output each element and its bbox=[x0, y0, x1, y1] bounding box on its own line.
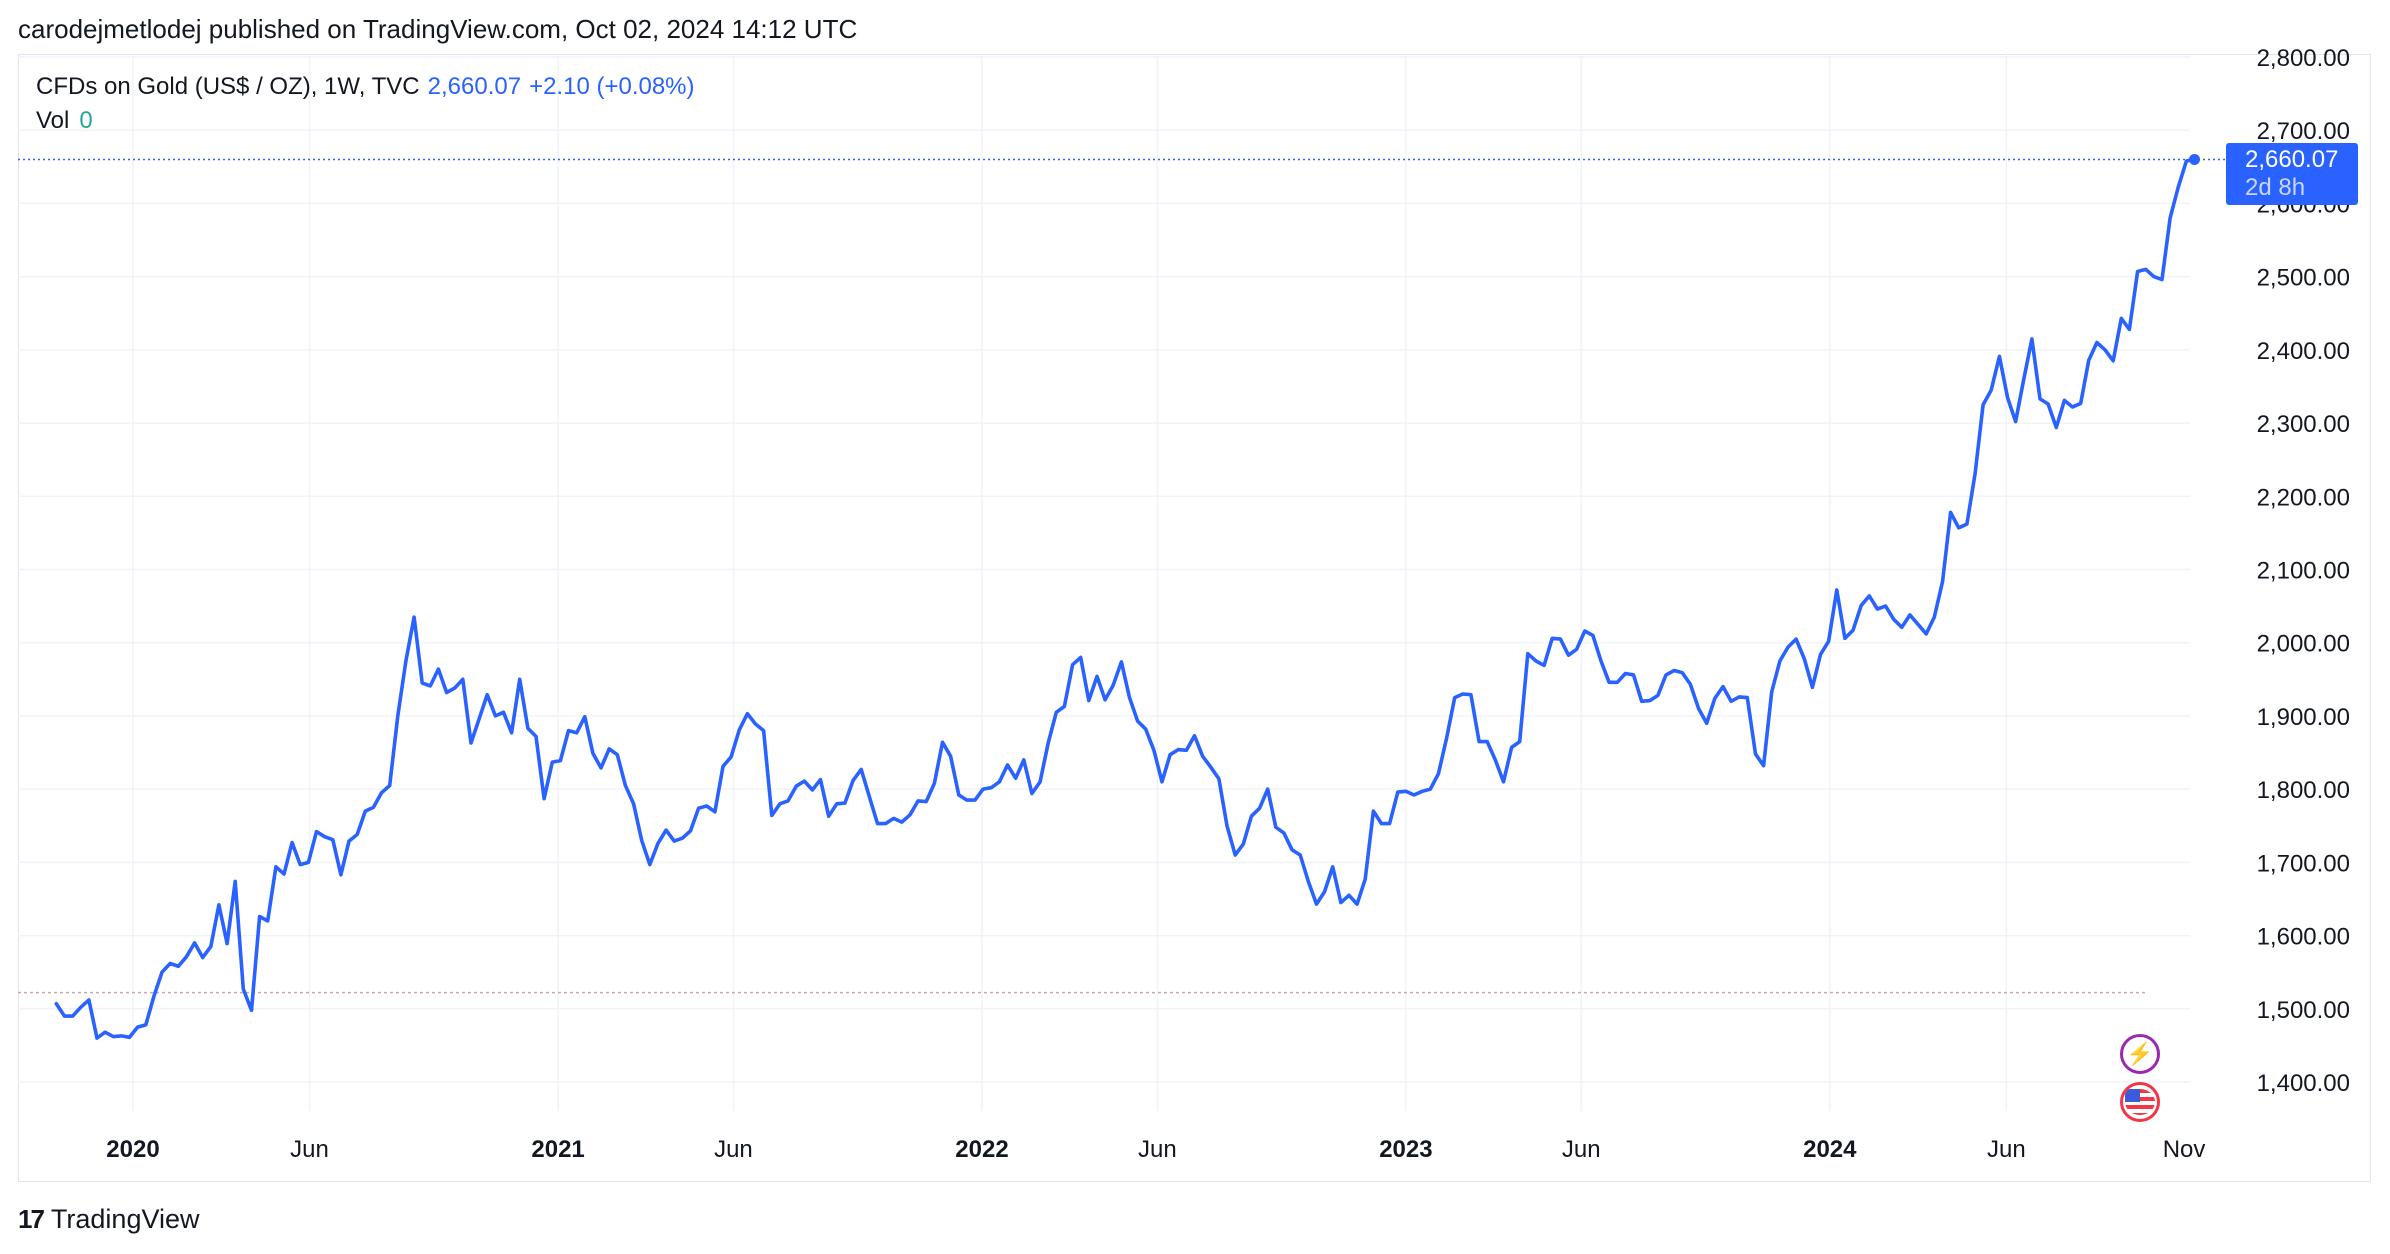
lightning-icon[interactable]: ⚡ bbox=[2120, 1034, 2160, 1074]
price-series-line bbox=[54, 157, 2197, 1040]
x-tick-label: 2024 bbox=[1803, 1136, 1857, 1163]
y-tick-label: 1,400.00 bbox=[2257, 1070, 2350, 1097]
badge-countdown: 2d 8h bbox=[2245, 174, 2306, 201]
chart-grid bbox=[18, 54, 2190, 1111]
x-tick-label: 2023 bbox=[1379, 1136, 1432, 1163]
legend-volume-row[interactable]: Vol 0 bbox=[36, 104, 695, 138]
y-tick-label: 2,800.00 bbox=[2257, 45, 2350, 72]
y-tick-label: 2,000.00 bbox=[2257, 631, 2350, 658]
x-tick-label: Jun bbox=[714, 1136, 753, 1163]
x-tick-label: Nov bbox=[2163, 1136, 2206, 1163]
chart-frame bbox=[18, 54, 2371, 1182]
x-tick-label: Jun bbox=[1138, 1136, 1177, 1163]
legend-symbol-row[interactable]: CFDs on Gold (US$ / OZ), 1W, TVC 2,660.07… bbox=[36, 70, 695, 104]
x-tick-label: Jun bbox=[1987, 1136, 2026, 1163]
x-tick-label: 2020 bbox=[106, 1136, 159, 1163]
y-tick-label: 1,800.00 bbox=[2257, 777, 2350, 804]
tradingview-logo-icon: 17 bbox=[18, 1204, 45, 1234]
chart-legend: CFDs on Gold (US$ / OZ), 1W, TVC 2,660.07… bbox=[36, 70, 695, 138]
time-axis: 2020 Jun 2021 Jun 2022 Jun 2023 Jun 2024 Jun Nov bbox=[106, 1136, 2205, 1163]
last-price-marker bbox=[2188, 153, 2200, 165]
y-tick-label: 1,700.00 bbox=[2257, 850, 2350, 877]
tradingview-brand[interactable]: 17 TradingView bbox=[18, 1204, 200, 1235]
legend-vol-value: 0 bbox=[79, 107, 93, 134]
y-tick-label: 1,600.00 bbox=[2257, 924, 2350, 951]
us-flag-icon[interactable] bbox=[2120, 1082, 2160, 1122]
x-tick-label: 2021 bbox=[531, 1136, 584, 1163]
y-tick-label: 2,400.00 bbox=[2257, 338, 2350, 365]
y-tick-label: 2,300.00 bbox=[2257, 411, 2350, 438]
x-tick-label: Jun bbox=[1562, 1136, 1601, 1163]
y-tick-label: 1,900.00 bbox=[2257, 704, 2350, 731]
published-header: carodejmetlodej published on TradingView… bbox=[18, 14, 858, 44]
x-tick-label: Jun bbox=[290, 1136, 329, 1163]
y-tick-label: 2,100.00 bbox=[2257, 558, 2350, 585]
y-tick-label: 2,500.00 bbox=[2257, 265, 2350, 292]
legend-vol-label: Vol bbox=[36, 107, 70, 134]
badge-price: 2,660.07 bbox=[2245, 146, 2339, 173]
legend-last-price: 2,660.07 bbox=[427, 73, 522, 100]
brand-name: TradingView bbox=[50, 1204, 200, 1234]
y-tick-label: 1,500.00 bbox=[2257, 997, 2350, 1024]
y-tick-label: 2,700.00 bbox=[2257, 118, 2350, 145]
last-price-badge: 2,660.07 2d 8h bbox=[2226, 143, 2358, 205]
x-tick-label: 2022 bbox=[955, 1136, 1008, 1163]
legend-change: +2.10 (+0.08%) bbox=[529, 73, 695, 100]
price-axis: 1,400.00 1,500.00 1,600.00 1,700.00 1,800.00… bbox=[2257, 45, 2350, 1097]
y-tick-label: 2,200.00 bbox=[2257, 484, 2350, 511]
legend-symbol: CFDs on Gold (US$ / OZ), 1W, TVC bbox=[36, 73, 420, 100]
